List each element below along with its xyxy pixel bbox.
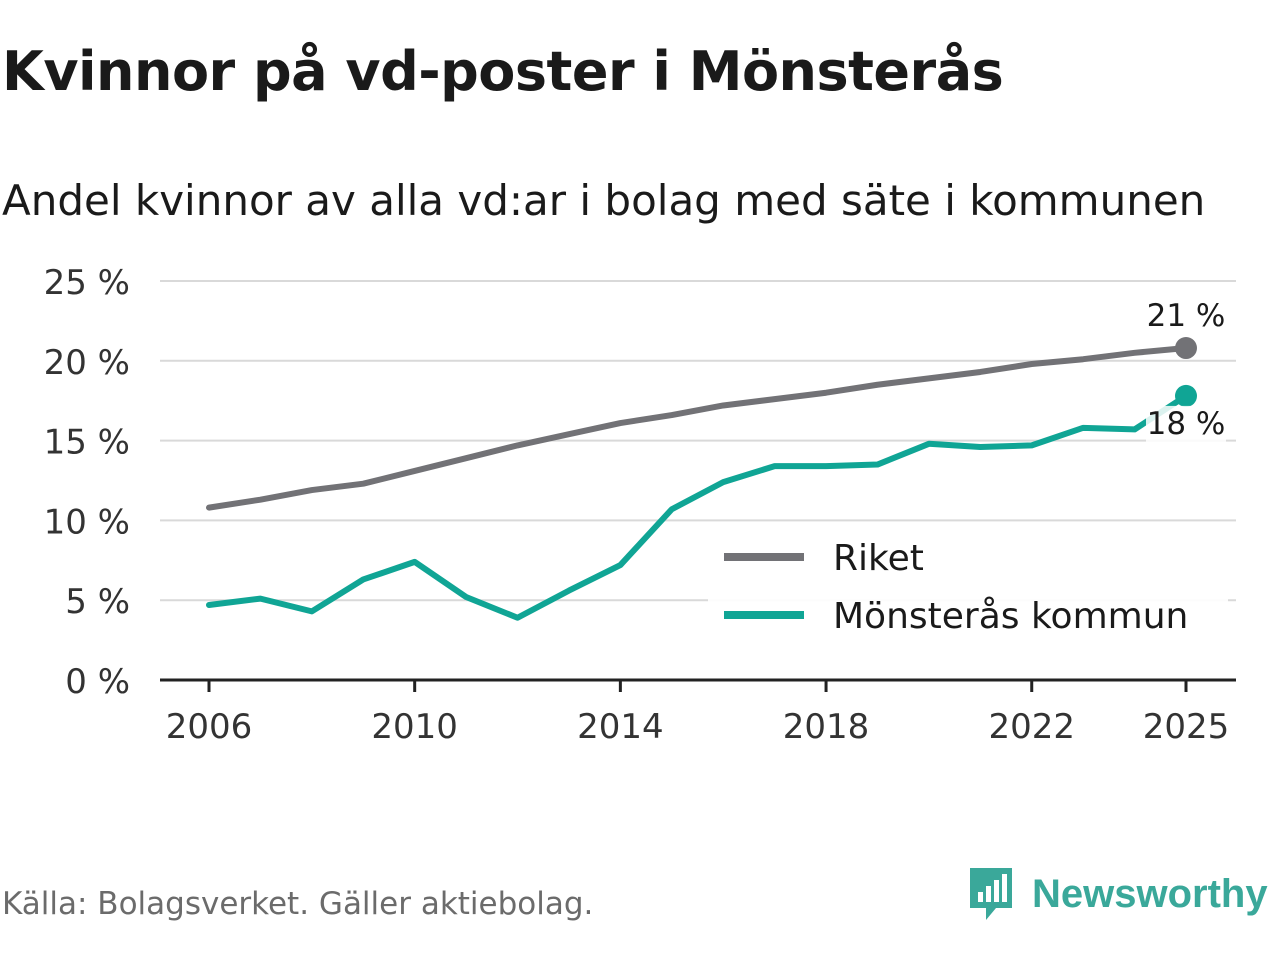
source-note: Källa: Bolagsverket. Gäller aktiebolag. — [2, 886, 594, 922]
y-tick-label-25: 25 % — [44, 263, 130, 303]
x-tick-label-2006: 2006 — [166, 707, 253, 747]
brand-name: Newsworthy — [1032, 871, 1268, 916]
y-tick-label-5: 5 % — [65, 582, 130, 622]
x-tick-label-2014: 2014 — [577, 707, 664, 747]
brand-logo[interactable]: Newsworthy — [966, 864, 1268, 924]
series-lines: 21 % 18 % — [206, 298, 1226, 621]
end-label-riket: 21 % — [1147, 298, 1226, 334]
end-marker-kommun-2025 — [1175, 384, 1197, 407]
legend: Riket Mönsterås kommun — [708, 528, 1228, 648]
x-tick-label-2010: 2010 — [371, 707, 458, 747]
end-label-bg-kommun — [1146, 405, 1226, 442]
x-axis: 2006 2010 2014 2018 2022 2025 — [160, 678, 1236, 747]
chart-title: Kvinnor på vd-poster i Mönsterås — [2, 40, 1004, 103]
y-tick-label-10: 10 % — [44, 502, 130, 542]
y-axis-tick-labels: 0 % 5 % 10 % 15 % 20 % 25 % — [44, 263, 130, 702]
x-tick-label-2018: 2018 — [783, 707, 870, 747]
y-tick-label-0: 0 % — [65, 662, 130, 702]
legend-background — [708, 528, 1228, 648]
y-tick-label-15: 15 % — [44, 423, 130, 463]
end-marker-riket-2025 — [1175, 337, 1197, 360]
series-line-kommun — [206, 392, 1189, 621]
legend-label-kommun: Mönsterås kommun — [833, 596, 1188, 637]
x-tick-label-2025: 2025 — [1143, 707, 1230, 747]
chart-subtitle: Andel kvinnor av alla vd:ar i bolag med … — [2, 176, 1206, 225]
y-tick-label-20: 20 % — [44, 343, 130, 383]
series-line-riket — [206, 345, 1189, 511]
x-tick-label-2022: 2022 — [988, 707, 1075, 747]
end-label-kommun: 18 % — [1147, 406, 1226, 442]
legend-label-riket: Riket — [833, 538, 924, 579]
newsworthy-logo-icon — [970, 868, 1012, 920]
